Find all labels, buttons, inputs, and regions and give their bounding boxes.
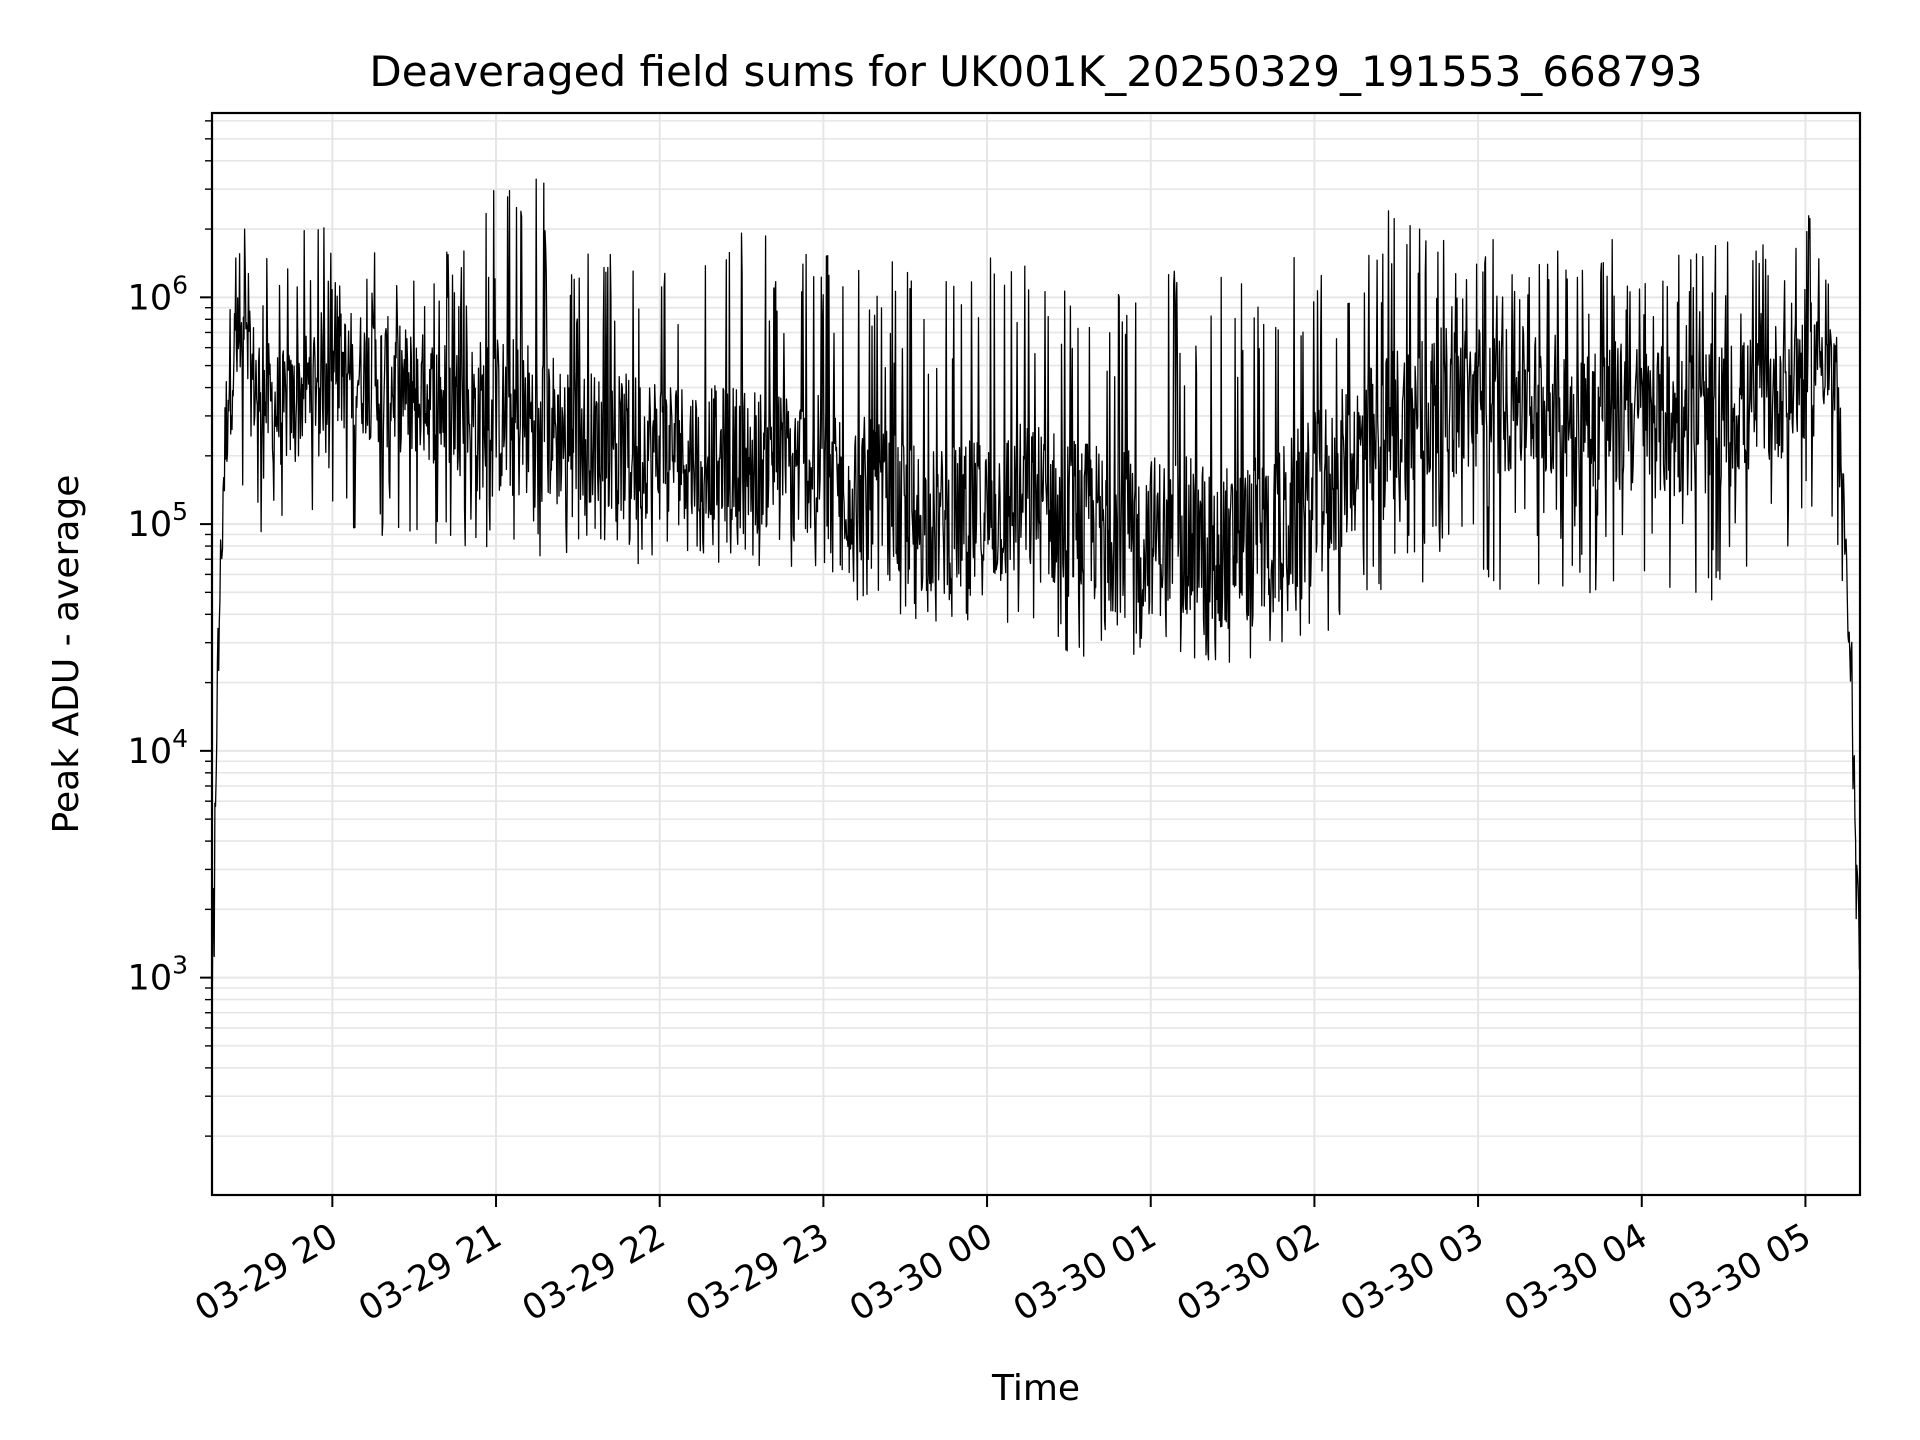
y-tick-label: 103	[128, 951, 188, 999]
y-tick-label: 104	[128, 724, 188, 772]
chart-title: Deaveraged field sums for UK001K_2025032…	[369, 47, 1702, 96]
y-tick-label: 106	[128, 270, 188, 318]
plot-frame	[210, 111, 1862, 1197]
y-axis-label: Peak ADU - average	[46, 475, 87, 834]
x-axis-label: Time	[991, 1368, 1080, 1409]
y-tick-label: 105	[128, 497, 188, 545]
plot-line-group	[211, 178, 1861, 997]
data-line-series	[211, 178, 1861, 997]
y-ticks: 103 104 105 106	[128, 120, 212, 1137]
grid	[212, 113, 1860, 1195]
